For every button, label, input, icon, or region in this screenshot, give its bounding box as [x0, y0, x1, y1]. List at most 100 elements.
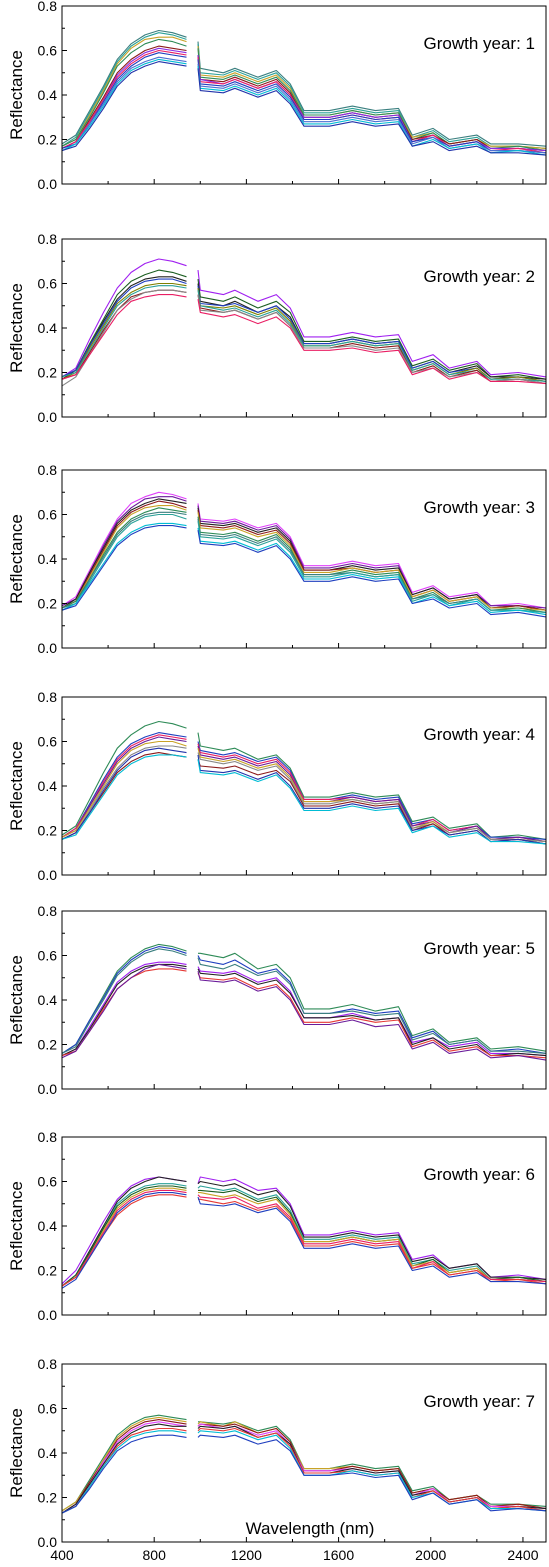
y-tick-label: 0.8	[38, 231, 58, 247]
series-line	[197, 48, 547, 152]
y-tick-label: 0.2	[38, 823, 58, 839]
y-tick-label: 0.6	[38, 734, 58, 750]
y-tick-label: 0.2	[38, 1263, 58, 1279]
x-tick-label: 2400	[507, 1547, 538, 1563]
y-tick-label: 0.0	[38, 176, 58, 192]
series-line	[61, 1430, 187, 1514]
series-line	[197, 287, 547, 382]
series-line	[197, 43, 547, 149]
series-line	[197, 299, 547, 385]
series-line	[197, 503, 547, 609]
series-4	[61, 38, 547, 152]
series-line	[197, 518, 547, 613]
series-8	[61, 513, 547, 613]
series-line	[61, 32, 187, 147]
series-1	[61, 720, 547, 840]
series-7	[61, 963, 547, 1061]
series-2	[61, 1176, 547, 1287]
series-line	[61, 29, 187, 145]
series-1	[61, 491, 547, 609]
y-tick-label: 0.0	[38, 640, 58, 656]
y-tick-label: 0.6	[38, 43, 58, 59]
series-line	[197, 1430, 547, 1512]
series-3	[61, 948, 547, 1054]
series-6	[61, 507, 547, 613]
series-line	[61, 754, 187, 840]
y-tick-label: 0.8	[38, 689, 58, 705]
y-tick-label: 0.6	[38, 948, 58, 964]
series-3	[61, 36, 547, 149]
series-line	[197, 759, 547, 845]
series-line	[61, 289, 187, 387]
series-line	[61, 522, 187, 611]
chart-panel-4: 0.0 0.2 0.4 0.6 0.8 Reflectance Growth year: 4	[7, 689, 547, 883]
series-line	[61, 963, 187, 1057]
x-tick-label: 2000	[415, 1547, 446, 1563]
series-9	[61, 522, 547, 616]
y-axis-label: Reflectance	[7, 283, 26, 373]
plot-frame	[61, 238, 547, 418]
chart-panel-1: 0.0 0.2 0.4 0.6 0.8 Reflectance Growth year: 1	[7, 0, 547, 192]
series-line	[197, 745, 547, 843]
series-line	[197, 68, 547, 156]
series-line	[197, 279, 547, 380]
y-tick-label: 0.4	[38, 992, 58, 1008]
panel-title: Growth year: 6	[424, 1165, 536, 1184]
x-axis-label: Wavelength (nm)	[246, 1519, 375, 1538]
series-line	[197, 754, 547, 845]
series-line	[197, 66, 547, 156]
series-line	[197, 285, 547, 382]
y-tick-label: 0.8	[38, 1356, 58, 1372]
plot-frame	[61, 696, 547, 876]
series-line	[61, 1423, 187, 1514]
y-axis-label: Reflectance	[7, 1181, 26, 1271]
series-line	[61, 282, 187, 380]
plot-frame	[61, 1363, 547, 1543]
series-1	[61, 943, 547, 1054]
series-line	[197, 512, 547, 611]
series-line	[61, 511, 187, 609]
y-tick-label: 0.0	[38, 1534, 58, 1550]
series-line	[198, 952, 547, 1052]
series-line	[61, 258, 187, 378]
x-tick-label: 400	[50, 1547, 74, 1563]
series-line	[197, 527, 547, 616]
y-tick-label: 0.6	[38, 1401, 58, 1417]
series-line	[198, 1192, 547, 1283]
series-line	[61, 745, 187, 840]
series-line	[197, 752, 547, 843]
series-line	[197, 54, 547, 152]
series-line	[61, 58, 187, 152]
series-line	[61, 1192, 187, 1289]
series-line	[197, 957, 547, 1054]
x-tick-label: 1200	[231, 1547, 262, 1563]
series-line	[197, 41, 547, 147]
y-tick-label: 0.0	[38, 1081, 58, 1097]
panel-title: Growth year: 4	[424, 725, 536, 744]
series-line	[61, 1419, 187, 1514]
series-line	[197, 270, 547, 378]
series-line	[61, 1434, 187, 1514]
series-line	[197, 294, 547, 385]
series-line	[197, 732, 547, 840]
series-line	[61, 285, 187, 378]
series-line	[61, 45, 187, 149]
chart-panel-3: 0.0 0.2 0.4 0.6 0.8 Reflectance Growth year: 3	[7, 462, 547, 656]
y-tick-label: 0.8	[38, 0, 58, 14]
series-line	[197, 505, 547, 609]
chart-panel-5: 0.0 0.2 0.4 0.6 0.8 Reflectance Growth year: 5	[7, 903, 547, 1097]
series-line	[197, 63, 547, 154]
series-11	[61, 61, 547, 156]
series-line	[61, 948, 187, 1054]
y-tick-label: 0.4	[38, 87, 58, 103]
y-tick-label: 0.8	[38, 462, 58, 478]
plot-frame	[61, 469, 547, 649]
y-tick-label: 0.4	[38, 320, 58, 336]
plot-frame	[61, 1136, 547, 1316]
series-line	[61, 507, 187, 609]
series-line	[61, 513, 187, 611]
chart-panel-6: 0.0 0.2 0.4 0.6 0.8 Reflectance Growth year: 6	[7, 1129, 547, 1323]
series-line	[197, 970, 547, 1061]
series-5	[61, 963, 547, 1057]
